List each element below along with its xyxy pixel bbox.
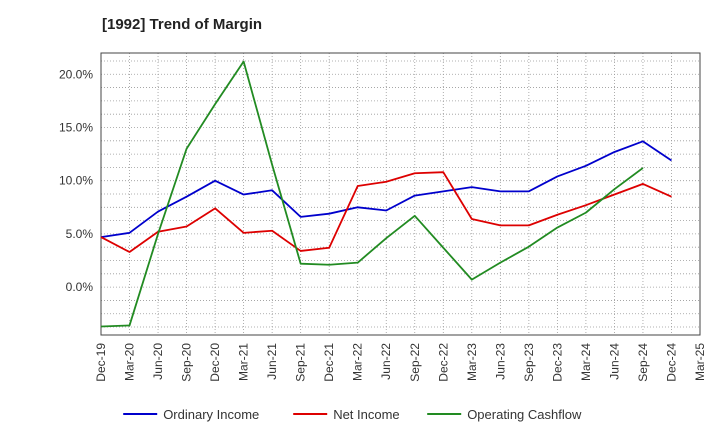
series-line-operating-cashflow — [100, 60, 644, 328]
x-tick-label: Dec-23 — [550, 343, 564, 382]
x-tick-label: Dec-22 — [436, 343, 450, 382]
x-tick-label: Mar-20 — [123, 343, 137, 381]
x-tick-label: Sep-23 — [522, 343, 536, 382]
x-tick-label: Dec-21 — [322, 343, 336, 382]
y-tick-label: 20.0% — [59, 67, 93, 81]
y-tick-label: 15.0% — [59, 120, 93, 134]
y-tick-label: 10.0% — [59, 174, 93, 188]
x-tick-label: Mar-22 — [351, 343, 365, 381]
y-tick-label: 0.0% — [66, 280, 94, 294]
x-tick-label: Mar-21 — [237, 343, 251, 381]
x-tick-label: Jun-21 — [265, 343, 279, 380]
x-tick-label: Jun-24 — [607, 343, 621, 380]
x-tick-label: Mar-25 — [693, 343, 707, 381]
legend-label-ordinary-income: Ordinary Income — [163, 407, 259, 422]
x-tick-label: Dec-19 — [94, 343, 108, 382]
legend-label-operating-cashflow: Operating Cashflow — [467, 407, 582, 422]
chart-title: [1992] Trend of Margin — [102, 16, 263, 33]
x-tick-label: Jun-20 — [151, 343, 165, 380]
series-line-ordinary-income — [100, 140, 672, 238]
legend-label-net-income: Net Income — [333, 407, 399, 422]
x-tick-label: Sep-22 — [408, 343, 422, 382]
x-tick-label: Dec-24 — [664, 343, 678, 382]
x-tick-label: Dec-20 — [208, 343, 222, 382]
x-tick-label: Sep-24 — [636, 343, 650, 382]
x-tick-label: Jun-22 — [379, 343, 393, 380]
x-tick-label: Jun-23 — [493, 343, 507, 380]
y-tick-label: 5.0% — [66, 227, 94, 241]
series-line-net-income — [100, 171, 672, 253]
x-tick-label: Sep-20 — [180, 343, 194, 382]
x-tick-label: Sep-21 — [294, 343, 308, 382]
x-tick-label: Mar-23 — [465, 343, 479, 381]
x-tick-label: Mar-24 — [579, 343, 593, 381]
plot-frame — [100, 52, 701, 336]
